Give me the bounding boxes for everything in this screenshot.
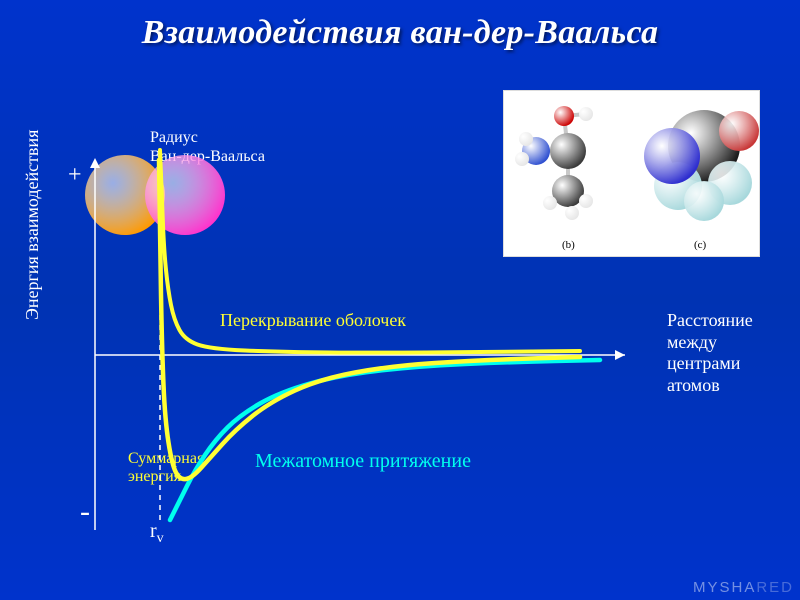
- molecule-inset: (b) (c): [503, 90, 760, 257]
- x-axis-label: Расстояние между центрами атомов: [667, 310, 782, 396]
- inset-label-b: (b): [562, 239, 575, 251]
- slide: Взаимодействия ван-дер-Ваальса Энергия в…: [0, 0, 800, 600]
- watermark-faded: RED: [756, 579, 794, 596]
- slide-title: Взаимодействия ван-дер-Ваальса: [0, 14, 800, 52]
- watermark-main: MYSHA: [693, 579, 756, 596]
- inset-label-c: (c): [694, 239, 706, 251]
- molecule-render: [504, 91, 759, 256]
- watermark: MYSHARED: [693, 579, 794, 596]
- rv-sub: v: [157, 531, 164, 546]
- y-axis-label: Энергия взаимодействия: [22, 130, 43, 320]
